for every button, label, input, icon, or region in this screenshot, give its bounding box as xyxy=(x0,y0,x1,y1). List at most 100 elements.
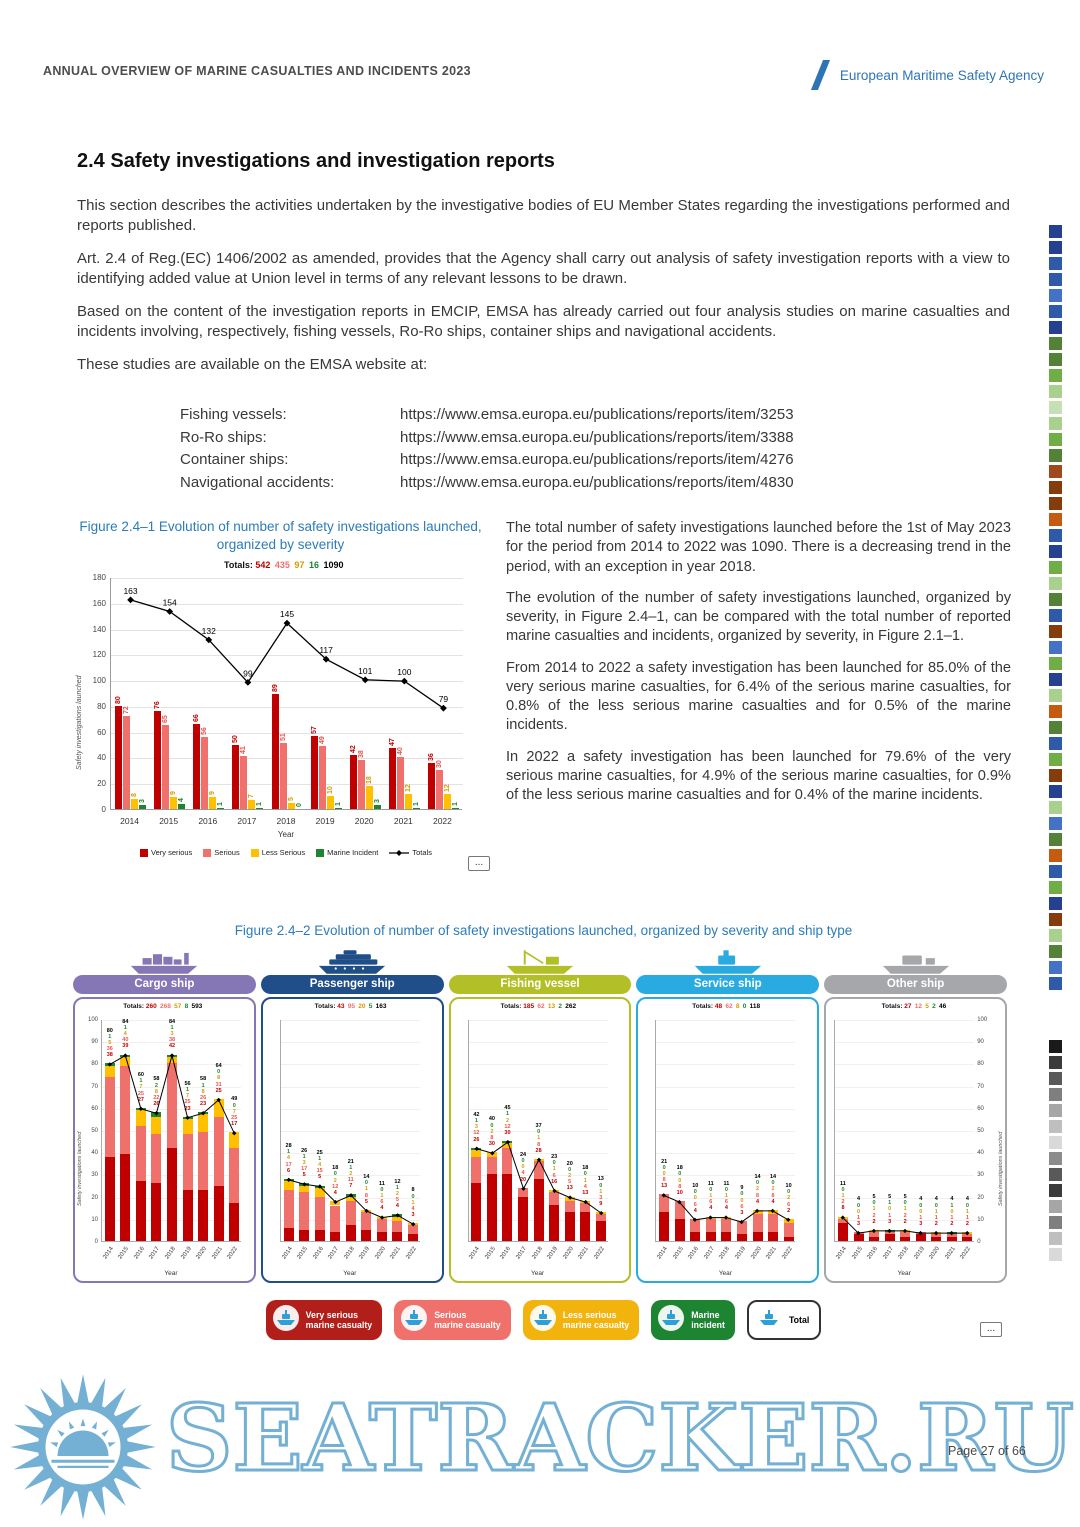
edge-color-strip xyxy=(1049,1040,1063,1264)
gridline xyxy=(111,706,463,708)
bar-value-label: 9 xyxy=(170,791,178,796)
bar-value-label: 49 xyxy=(318,736,326,744)
less-serious-bar xyxy=(120,1056,131,1066)
very-serious-bar xyxy=(486,1174,497,1241)
edge-strip-square xyxy=(1049,401,1062,414)
paragraph: In 2022 a safety investigation has been … xyxy=(506,748,1011,804)
edge-strip-square xyxy=(1049,1184,1062,1197)
serious-bar xyxy=(915,1232,926,1235)
less-serious-bar xyxy=(783,1218,794,1224)
bar-value-labels: 45 1 2 12 30 xyxy=(504,1105,511,1136)
bar-value-label: 8 xyxy=(131,792,139,797)
section-title: 2.4 Safety investigations and investigat… xyxy=(77,150,555,172)
bar-value-label: 5 xyxy=(287,796,295,801)
serious-bar xyxy=(869,1232,880,1237)
bar-value-labels: 24 0 0 4 20 xyxy=(519,1151,527,1183)
ship-icon xyxy=(529,1304,557,1337)
link-label: Ro-Ro ships: xyxy=(180,428,267,446)
report-link[interactable]: https://www.emsa.europa.eu/publications/… xyxy=(400,473,794,491)
bar-value-label: 1 xyxy=(451,801,459,806)
less-serious-bar xyxy=(283,1181,294,1190)
edge-strip-square xyxy=(1049,465,1062,478)
serious-bar xyxy=(104,1076,115,1157)
very-serious-bar xyxy=(310,735,318,809)
more-options-button[interactable]: ... xyxy=(468,856,490,871)
y-tick-label: 30 xyxy=(91,1172,98,1179)
gridline xyxy=(111,578,463,579)
ship-icon xyxy=(401,1304,428,1331)
report-link[interactable]: https://www.emsa.europa.eu/publications/… xyxy=(400,406,794,423)
y-tick-label: 160 xyxy=(92,598,106,608)
very-serious-bar xyxy=(213,1185,224,1241)
very-serious-bar xyxy=(853,1234,864,1241)
svg-text:99: 99 xyxy=(243,668,253,678)
bar-value-labels: 37 0 1 8 28 xyxy=(535,1123,542,1154)
report-link[interactable]: https://www.emsa.europa.eu/publications/… xyxy=(400,428,794,446)
y-tick-label: 20 xyxy=(91,1194,98,1201)
y-tick-label: 10 xyxy=(977,1216,984,1223)
gridline xyxy=(468,1042,608,1044)
panel-box: Totals: 27 12 5 2 46 0 10 20 30 40 50 60 70 80 90… xyxy=(824,997,1007,1283)
gridline xyxy=(656,1131,796,1132)
very-serious-bar xyxy=(154,711,162,809)
gridline xyxy=(835,1197,975,1199)
gridline xyxy=(468,1020,608,1021)
svg-text:101: 101 xyxy=(358,666,372,676)
serious-bar xyxy=(330,1205,341,1233)
bar-value-label: 1 xyxy=(256,801,264,806)
y-axis-title: Safety investigations launched xyxy=(77,1131,83,1206)
very-serious-bar xyxy=(182,1189,193,1241)
gridline xyxy=(656,1108,796,1110)
edge-strip-square xyxy=(1049,1200,1062,1213)
panel-title-cargo: Cargo ship xyxy=(73,975,256,994)
gridline xyxy=(102,1042,241,1044)
serious-bar xyxy=(318,745,326,809)
report-link[interactable]: https://www.emsa.europa.eu/publications/… xyxy=(400,451,794,468)
edge-strip-square xyxy=(1049,753,1062,766)
serious-bar xyxy=(361,1212,372,1230)
totals-summary: Totals: 185 62 13 2 262 xyxy=(500,1003,580,1010)
fishing-ship-icon xyxy=(502,948,578,975)
less-serious-bar xyxy=(151,1116,162,1135)
legend-swatch xyxy=(203,848,212,857)
figure-2-4-1-chart: Totals: 542 435 97 16 1090 0 20 40 60 80 100 1… xyxy=(72,560,492,878)
bar-value-labels: 84 1 4 40 39 xyxy=(122,1018,129,1050)
less-serious-bar xyxy=(931,1232,942,1235)
marine-incident-bar xyxy=(314,1185,325,1188)
panel-title-fishing: Fishing vessel xyxy=(448,975,632,994)
panel-box: Totals: 48 62 8 0 118 21 0 0 8 13 2014 18 0 0 8 10… xyxy=(636,997,820,1283)
edge-strip-square xyxy=(1049,241,1062,254)
page-number: Page 27 of 66 xyxy=(948,1444,1026,1458)
very-serious-bar xyxy=(915,1234,926,1241)
serious-bar xyxy=(151,1134,162,1184)
ship-icon xyxy=(272,1304,300,1337)
very-serious-bar xyxy=(900,1236,911,1241)
edge-strip-square xyxy=(1049,785,1062,798)
bar-value-label: 50 xyxy=(232,734,240,743)
serious-bar xyxy=(229,1147,240,1204)
link-row: Fishing vessels: https://www.emsa.europa… xyxy=(180,406,794,429)
very-serious-bar xyxy=(167,1147,177,1241)
less-serious-bar xyxy=(486,1152,497,1157)
bar-value-label: 40 xyxy=(396,747,404,756)
edge-strip-square xyxy=(1049,1056,1062,1069)
very-serious-bar xyxy=(193,723,201,809)
bar-value-labels: 10 0 2 6 2 xyxy=(785,1183,792,1214)
more-options-button[interactable]: ... xyxy=(980,1322,1002,1337)
very-serious-bar xyxy=(427,762,435,809)
link-label: Navigational accidents: xyxy=(180,473,335,491)
less-serious-bar xyxy=(361,1209,372,1213)
ship-icon xyxy=(529,1304,556,1331)
bar-value-label: 89 xyxy=(271,684,279,693)
very-serious-bar xyxy=(408,1234,419,1241)
edge-strip-square xyxy=(1049,737,1062,750)
y-tick-label: 100 xyxy=(87,1016,98,1023)
gridline xyxy=(835,1108,975,1110)
marine-incident-bar xyxy=(120,1054,131,1057)
legend-item: Very serious xyxy=(140,848,192,857)
edge-strip-square xyxy=(1049,561,1062,574)
plot: 80 1 5 36 38 2014 84 1 4 40 39 2015 60 1 7 25 27 2016 58 2 8… xyxy=(101,1018,241,1260)
y-tick-label: 90 xyxy=(977,1039,984,1046)
figure-2-4-2-legend: Very serious marine casualty Serious marine… xyxy=(77,1300,1010,1340)
